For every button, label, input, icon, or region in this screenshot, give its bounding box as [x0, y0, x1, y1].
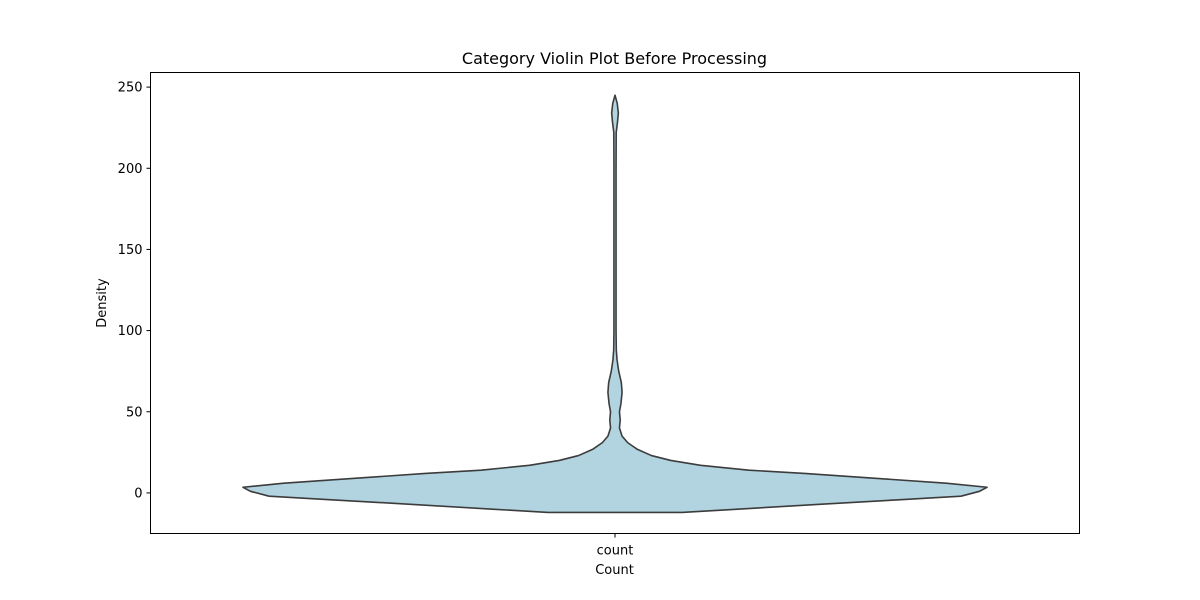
y-tick-label: 150 [118, 243, 143, 258]
x-tick-label: count [597, 544, 634, 559]
plot-area [242, 94, 988, 514]
violin-body-count [242, 94, 988, 514]
y-tick-label: 50 [126, 405, 143, 420]
y-tick-label: 200 [118, 162, 143, 177]
y-axis-label: Density [95, 278, 110, 328]
y-axis: 0 50 100 150 200 250 [118, 81, 151, 501]
chart-title: Category Violin Plot Before Processing [462, 49, 767, 68]
y-tick-label: 100 [118, 324, 143, 339]
x-axis-label: Count [595, 563, 634, 578]
x-axis: count [597, 533, 634, 559]
y-tick-label: 0 [134, 486, 142, 501]
y-tick-label: 250 [118, 81, 143, 96]
